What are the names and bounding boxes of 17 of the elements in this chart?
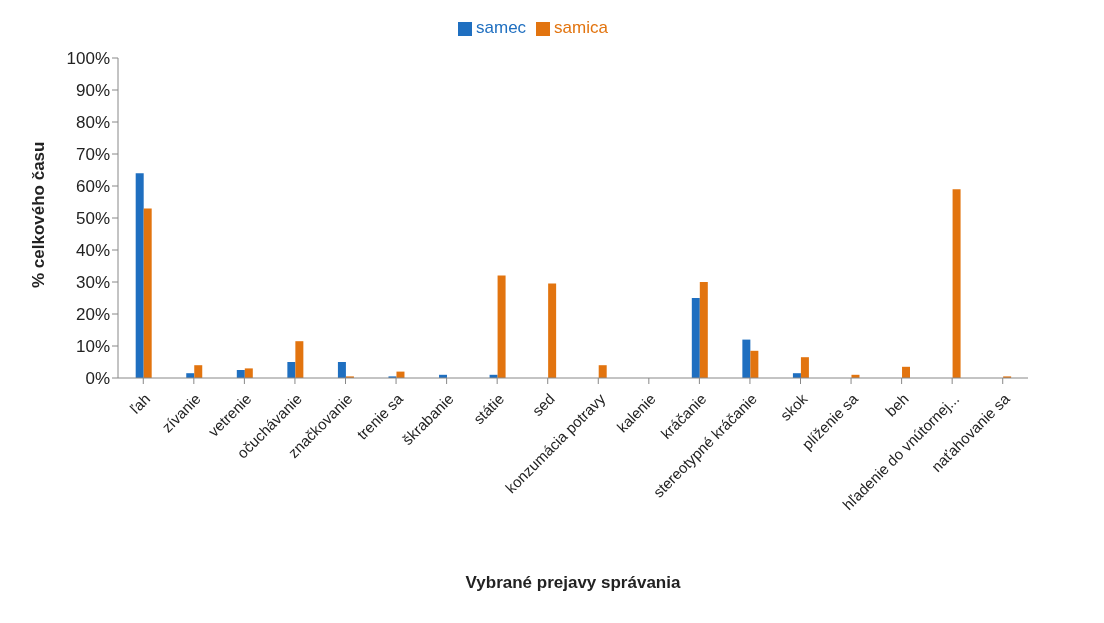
- x-tick-label: ľah: [126, 390, 154, 417]
- y-tick-label: 50%: [75, 209, 110, 229]
- y-tick-label: 70%: [75, 145, 110, 165]
- y-tick-label: 90%: [75, 81, 110, 101]
- y-tick-label: 40%: [75, 241, 110, 261]
- legend-label: samec: [476, 18, 527, 37]
- y-tick-label: 0%: [85, 369, 110, 389]
- y-tick-label: 80%: [75, 113, 110, 133]
- y-tick-label: 20%: [75, 305, 110, 325]
- y-tick-label: 10%: [75, 337, 110, 357]
- y-tick-label: 100%: [66, 49, 110, 69]
- y-axis-title: % celkového času: [29, 141, 49, 288]
- legend-label: samica: [554, 18, 608, 37]
- x-tick-label: sed: [528, 390, 558, 420]
- x-axis-title: Vybrané prejavy správania: [465, 573, 681, 592]
- y-tick-label: 60%: [75, 177, 110, 197]
- y-tick-label: 30%: [75, 273, 110, 293]
